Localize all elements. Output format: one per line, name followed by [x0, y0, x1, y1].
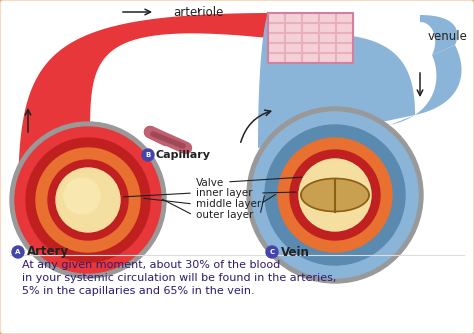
Circle shape [64, 178, 100, 214]
Circle shape [299, 159, 371, 231]
Circle shape [247, 107, 423, 283]
Circle shape [26, 138, 150, 262]
Text: middle layer: middle layer [196, 199, 261, 209]
Circle shape [278, 138, 392, 252]
Circle shape [252, 112, 418, 278]
Polygon shape [18, 13, 268, 205]
Circle shape [266, 246, 278, 258]
Polygon shape [268, 13, 353, 63]
Circle shape [36, 148, 140, 252]
Text: B: B [146, 152, 151, 158]
Polygon shape [420, 15, 457, 55]
Circle shape [142, 149, 154, 161]
Circle shape [265, 125, 405, 265]
Text: Valve: Valve [196, 177, 302, 188]
Text: 5% in the capillaries and 65% in the vein.: 5% in the capillaries and 65% in the vei… [22, 286, 255, 296]
Polygon shape [390, 45, 462, 125]
Text: venule: venule [428, 30, 468, 43]
Circle shape [290, 150, 380, 240]
Polygon shape [301, 195, 369, 211]
Text: A: A [15, 249, 21, 255]
Text: At any given moment, about 30% of the blood: At any given moment, about 30% of the bl… [22, 260, 280, 270]
Circle shape [48, 160, 128, 240]
Text: C: C [269, 249, 274, 255]
Polygon shape [301, 178, 369, 195]
Text: in your systemic circulation will be found in the arteries,: in your systemic circulation will be fou… [22, 273, 337, 283]
Text: outer layer: outer layer [196, 210, 254, 220]
Circle shape [56, 168, 120, 232]
Text: Artery: Artery [27, 245, 69, 259]
Polygon shape [258, 13, 415, 148]
Text: arteriole: arteriole [173, 6, 223, 19]
Circle shape [15, 127, 161, 273]
Text: Capillary: Capillary [156, 150, 211, 160]
Circle shape [12, 246, 24, 258]
Text: Vein: Vein [281, 245, 310, 259]
Circle shape [10, 122, 166, 278]
Text: inner layer: inner layer [196, 188, 253, 198]
